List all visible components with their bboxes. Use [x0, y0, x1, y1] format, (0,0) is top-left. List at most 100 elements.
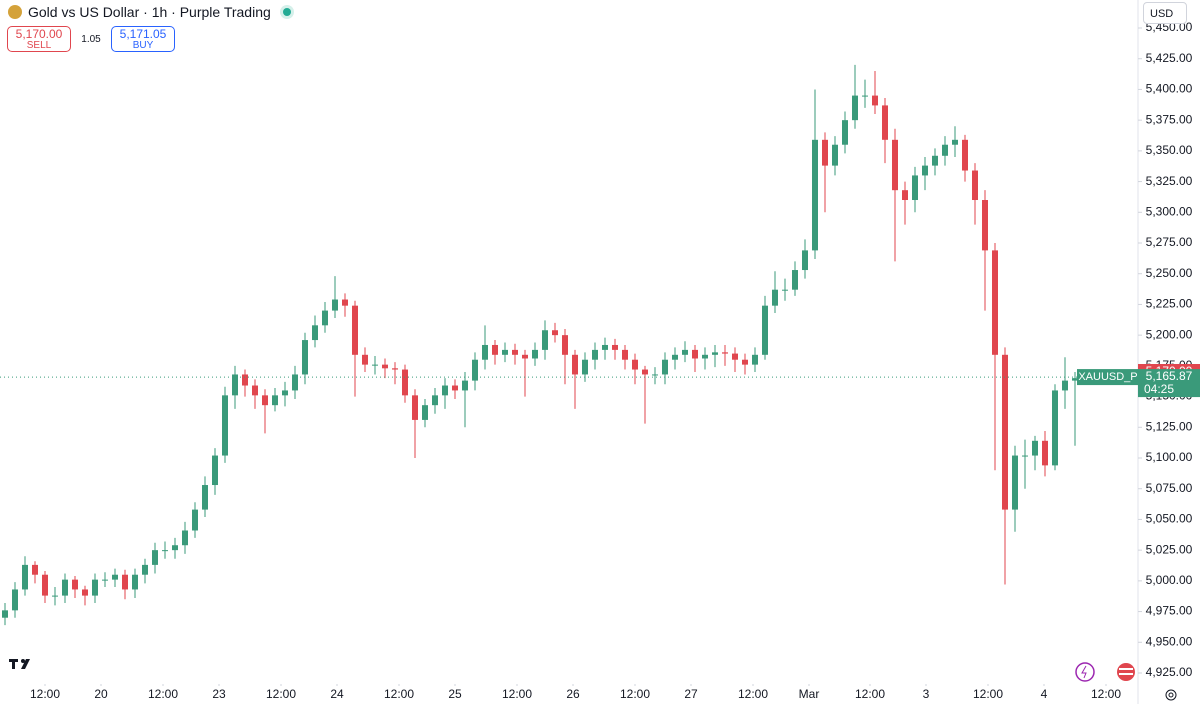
- candle-body: [542, 330, 548, 350]
- candle-body: [202, 485, 208, 510]
- candle-body: [752, 354, 758, 365]
- x-tick-label: 4: [1041, 687, 1048, 701]
- candle-body: [872, 95, 878, 106]
- candle-body: [1002, 354, 1008, 510]
- title: Gold vs US Dollar · 1h · Purple Trading: [28, 4, 271, 20]
- candle-body: [632, 359, 638, 370]
- candle-body: [602, 344, 608, 350]
- y-tick-label: 5,350.00: [1146, 143, 1193, 157]
- y-tick-label: 4,925.00: [1146, 665, 1193, 679]
- candle-body: [762, 305, 768, 355]
- candle-body: [1042, 440, 1048, 466]
- candle-body: [862, 95, 868, 97]
- y-tick-label: 5,225.00: [1146, 297, 1193, 311]
- x-tick-label: 24: [330, 687, 344, 701]
- candle-body: [502, 349, 508, 355]
- candle-body: [92, 579, 98, 596]
- candle-body: [612, 344, 618, 350]
- last-price-label: 5,165.87: [1146, 369, 1193, 383]
- y-tick-label: 5,000.00: [1146, 573, 1193, 587]
- candle-body: [372, 364, 378, 366]
- sell-price: 5,170.00: [15, 27, 63, 41]
- candle-body: [462, 380, 468, 391]
- x-tick-label: 23: [212, 687, 226, 701]
- trade-buttons: 5,170.00 SELL 1.05 5,171.05 BUY: [7, 26, 175, 52]
- candle-body: [832, 144, 838, 166]
- x-tick-label: 12:00: [384, 687, 414, 701]
- countdown: 04:25: [1144, 382, 1174, 396]
- candle-body: [192, 509, 198, 531]
- x-tick-label: Mar: [799, 687, 820, 701]
- candle-body: [1052, 390, 1058, 466]
- candle-body: [782, 289, 788, 291]
- candle-body: [122, 574, 128, 590]
- candle-body: [282, 390, 288, 396]
- candle-body: [562, 335, 568, 355]
- candle-body: [182, 530, 188, 546]
- candle-body: [352, 305, 358, 355]
- candle-body: [992, 250, 998, 355]
- candle-body: [432, 395, 438, 406]
- y-tick-label: 5,025.00: [1146, 542, 1193, 556]
- candle-body: [342, 299, 348, 306]
- candle-body: [322, 310, 328, 326]
- candle-body: [262, 395, 268, 406]
- candle-body: [292, 374, 298, 391]
- spread: 1.05: [81, 33, 101, 45]
- candle-body: [22, 564, 28, 590]
- candle-body: [882, 105, 888, 140]
- candle-body: [532, 349, 538, 359]
- candle-body: [552, 330, 558, 336]
- x-tick-label: 27: [684, 687, 698, 701]
- candle-body: [332, 299, 338, 311]
- candle-body: [492, 344, 498, 355]
- y-tick-label: 5,250.00: [1146, 266, 1193, 280]
- candle-body: [72, 579, 78, 590]
- candle-body: [422, 405, 428, 420]
- candle-body: [932, 155, 938, 166]
- candle-body: [692, 349, 698, 359]
- y-tick-label: 5,300.00: [1146, 204, 1193, 218]
- candle-body: [772, 289, 778, 306]
- candle-body: [82, 589, 88, 596]
- candle-body: [972, 170, 978, 201]
- candle-body: [62, 579, 68, 596]
- candle-body: [962, 139, 968, 171]
- y-tick-label: 5,425.00: [1146, 51, 1193, 65]
- candle-body: [812, 139, 818, 251]
- candle-body: [102, 579, 108, 581]
- candle-body: [302, 340, 308, 375]
- candle-body: [662, 359, 668, 375]
- candle-body: [732, 353, 738, 360]
- x-tick-label: 12:00: [30, 687, 60, 701]
- candle-body: [452, 385, 458, 391]
- symbol-logo: [8, 5, 22, 19]
- x-tick-label: 12:00: [973, 687, 1003, 701]
- candle-body: [222, 395, 228, 456]
- candle-body: [742, 359, 748, 365]
- candle-body: [722, 352, 728, 354]
- buy-button[interactable]: 5,171.05 BUY: [111, 26, 175, 52]
- y-tick-label: 5,050.00: [1146, 512, 1193, 526]
- candle-body: [902, 190, 908, 201]
- candle-body: [512, 349, 518, 355]
- x-tick-label: 26: [566, 687, 580, 701]
- candle-body: [162, 550, 168, 552]
- x-tick-label: 12:00: [148, 687, 178, 701]
- y-tick-label: 5,275.00: [1146, 235, 1193, 249]
- y-tick-label: 4,975.00: [1146, 604, 1193, 618]
- x-tick-label: 12:00: [620, 687, 650, 701]
- x-tick-label: 12:00: [1091, 687, 1121, 701]
- market-status: [282, 8, 291, 16]
- candle-body: [382, 364, 388, 369]
- candle-body: [822, 139, 828, 166]
- y-tick-label: 5,075.00: [1146, 481, 1193, 495]
- candle-body: [842, 120, 848, 145]
- x-tick-label: 3: [923, 687, 930, 701]
- candle-body: [522, 354, 528, 359]
- candle-body: [1062, 380, 1068, 391]
- currency-select[interactable]: USD: [1143, 2, 1187, 24]
- sell-label: SELL: [26, 40, 52, 51]
- sell-button[interactable]: 5,170.00 SELL: [7, 26, 71, 52]
